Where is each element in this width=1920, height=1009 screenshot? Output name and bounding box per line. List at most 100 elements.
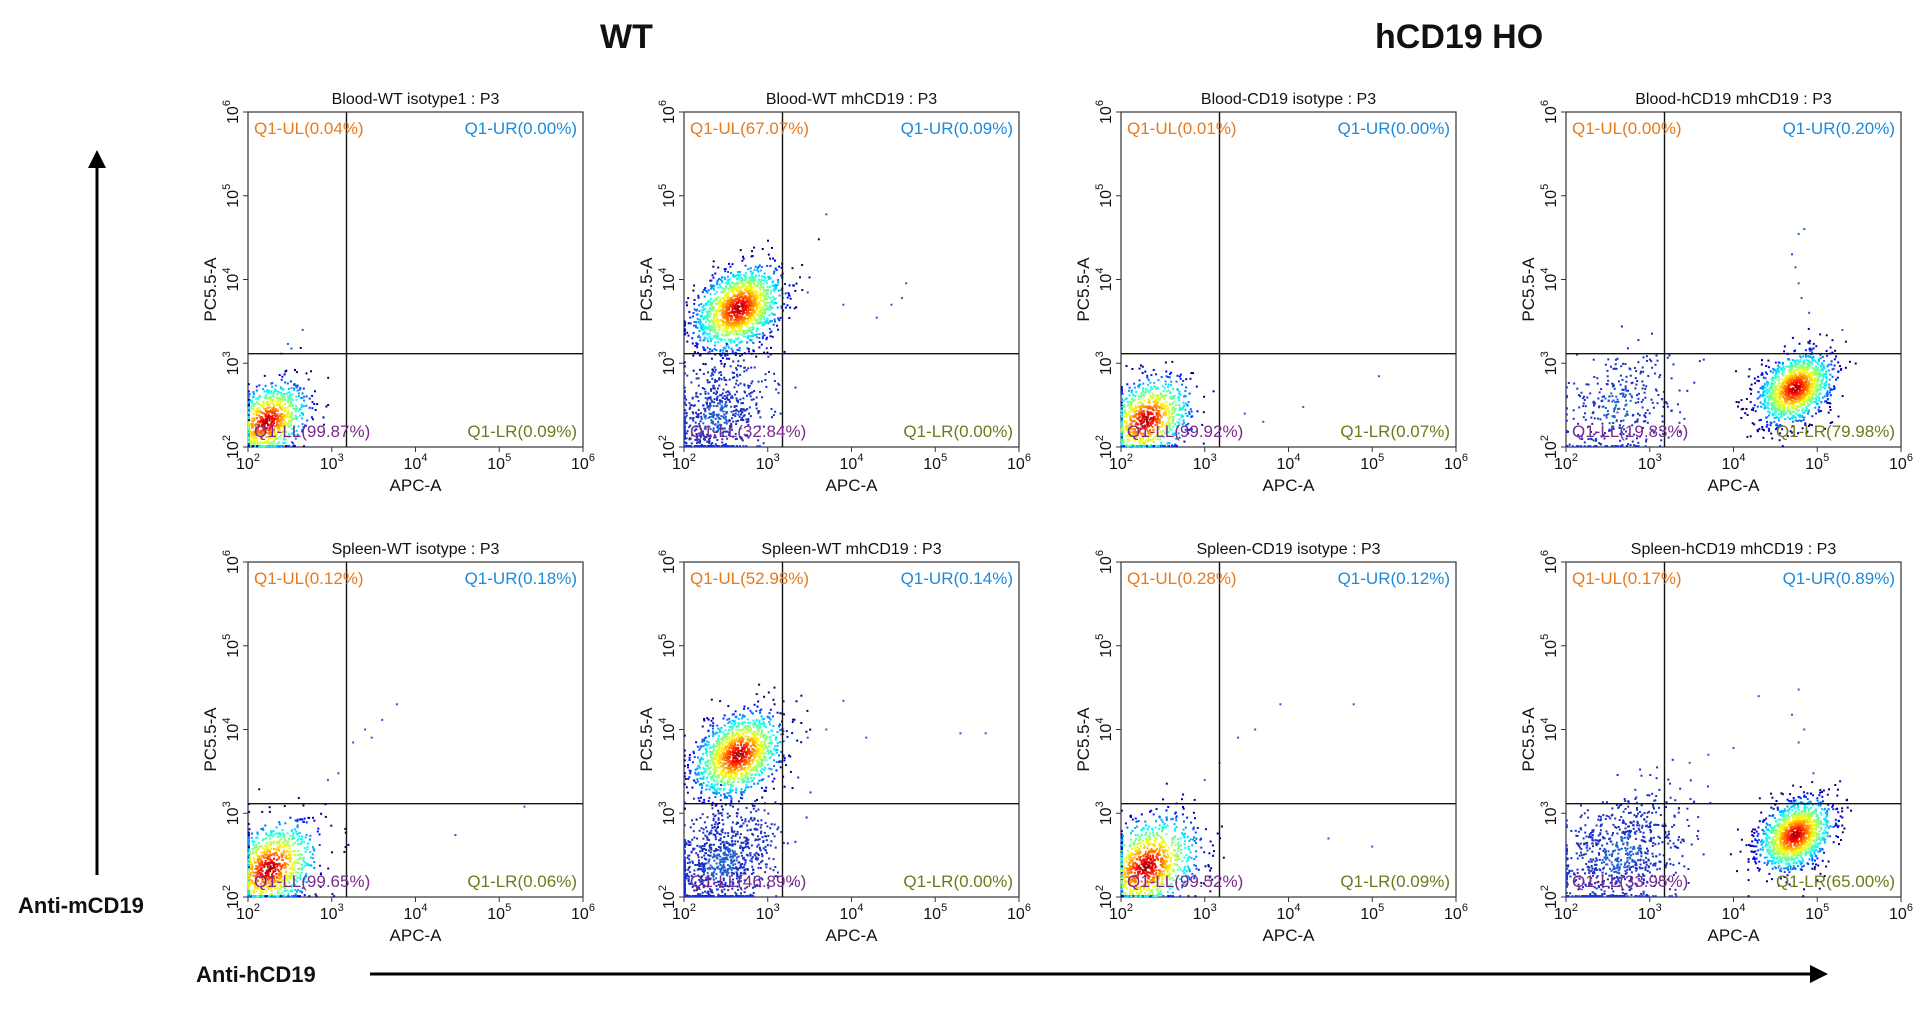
- data-point: [747, 291, 750, 294]
- data-point: [1811, 372, 1814, 375]
- data-point: [761, 335, 764, 338]
- data-point: [726, 308, 728, 311]
- data-point: [1794, 365, 1797, 367]
- data-point: [1788, 402, 1791, 405]
- data-point: [751, 305, 754, 308]
- data-point: [716, 426, 719, 429]
- data-point: [1793, 381, 1796, 384]
- data-point: [1807, 341, 1810, 344]
- data-point: [1767, 381, 1770, 384]
- data-point: [1140, 423, 1143, 426]
- data-point: [1132, 393, 1134, 396]
- data-point: [738, 415, 741, 418]
- data-point: [718, 427, 721, 430]
- data-point: [279, 402, 281, 405]
- data-point: [732, 303, 735, 306]
- data-point: [780, 289, 783, 292]
- data-point: [292, 445, 295, 448]
- y-tick-label: 104: [221, 268, 242, 292]
- data-point: [713, 366, 716, 369]
- data-point: [763, 276, 766, 278]
- data-point: [247, 383, 250, 386]
- data-point: [1160, 444, 1163, 447]
- data-point: [747, 298, 750, 301]
- data-point: [291, 411, 294, 414]
- data-point: [742, 415, 745, 418]
- data-point: [727, 346, 730, 349]
- data-point: [801, 264, 804, 266]
- data-point: [693, 404, 696, 407]
- data-point: [759, 297, 762, 299]
- data-point: [746, 287, 749, 290]
- data-point: [736, 305, 739, 308]
- data-point: [1137, 397, 1140, 400]
- data-point: [744, 409, 747, 412]
- data-point: [274, 390, 277, 393]
- data-point: [1788, 386, 1790, 388]
- data-point: [1794, 393, 1797, 396]
- data-point: [1186, 404, 1189, 407]
- data-point: [1807, 395, 1810, 398]
- data-point: [258, 414, 261, 417]
- data-point: [747, 337, 750, 339]
- data-point: [270, 425, 273, 428]
- data-point: [1151, 445, 1154, 448]
- data-point: [284, 398, 287, 401]
- data-point: [770, 320, 773, 323]
- data-point: [720, 404, 723, 407]
- data-point: [709, 279, 712, 282]
- data-point: [269, 428, 272, 431]
- data-point: [1801, 391, 1804, 393]
- data-point: [729, 265, 732, 268]
- data-point: [249, 407, 252, 410]
- data-point: [255, 397, 258, 400]
- data-point: [691, 342, 694, 345]
- data-point: [742, 293, 745, 296]
- data-point: [685, 437, 688, 440]
- data-point: [302, 426, 305, 428]
- data-point: [1152, 396, 1154, 399]
- data-point: [1120, 419, 1123, 422]
- data-point: [1812, 358, 1815, 361]
- data-point: [1776, 408, 1779, 411]
- data-point: [768, 301, 771, 304]
- data-point: [724, 398, 727, 401]
- plot-title: Blood-WT isotype1 : P3: [332, 91, 500, 108]
- data-point: [1827, 411, 1830, 414]
- data-point: [738, 298, 741, 300]
- data-point: [763, 309, 766, 311]
- data-point: [271, 442, 274, 445]
- data-point: [1752, 409, 1754, 411]
- data-point: [764, 379, 767, 381]
- data-point: [1145, 445, 1147, 448]
- data-point: [1814, 374, 1817, 377]
- data-point: [1185, 402, 1188, 405]
- data-point: [768, 371, 770, 373]
- data-point: [263, 374, 266, 377]
- data-point: [1156, 438, 1159, 441]
- data-point: [767, 295, 770, 298]
- data-point: [708, 329, 711, 332]
- data-point: [704, 410, 707, 413]
- data-point: [727, 312, 730, 315]
- data-point: [1784, 380, 1787, 383]
- data-point: [695, 428, 698, 431]
- data-point: [1147, 407, 1150, 410]
- data-point: [718, 445, 721, 448]
- data-point: [287, 422, 290, 425]
- data-point: [1810, 348, 1813, 351]
- data-point: [254, 409, 257, 412]
- data-point: [1768, 396, 1771, 399]
- data-point: [1158, 412, 1161, 415]
- data-point: [709, 416, 711, 418]
- data-point: [718, 371, 721, 374]
- data-point: [761, 299, 763, 302]
- data-point: [1825, 334, 1828, 337]
- data-point: [1148, 418, 1151, 421]
- data-point: [1784, 418, 1787, 421]
- data-point: [717, 424, 719, 427]
- data-point: [738, 318, 741, 321]
- data-point: [1157, 425, 1160, 428]
- data-point: [711, 372, 714, 375]
- data-point: [721, 438, 724, 441]
